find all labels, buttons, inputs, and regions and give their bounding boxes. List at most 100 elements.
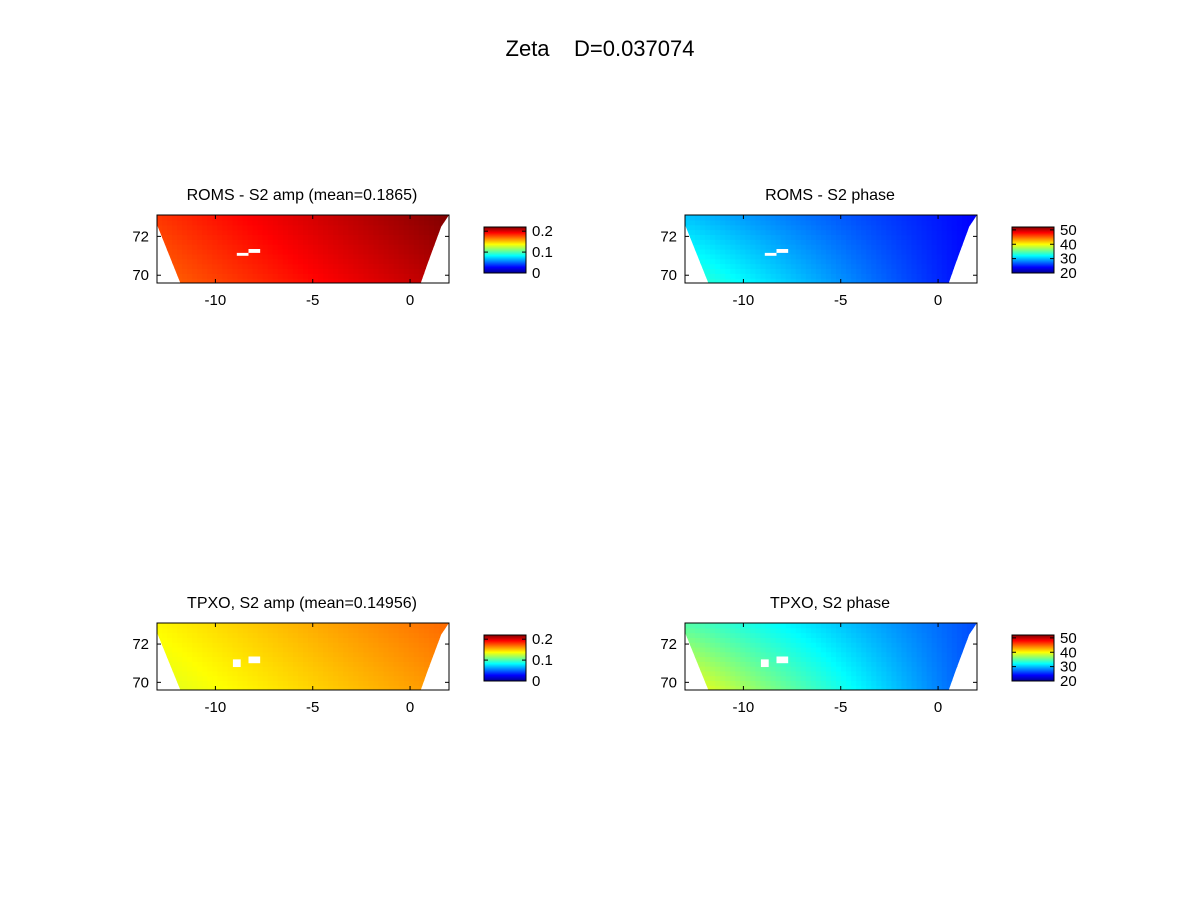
field-cell [876,651,882,658]
field-cell [916,239,923,245]
field-cell [730,623,736,629]
field-cell [916,263,923,270]
x-tick-label: -5 [834,292,847,309]
field-cell [277,229,284,236]
field-cell [795,675,802,682]
field-cell [162,229,168,236]
field-cell [730,680,736,686]
field-cell [413,229,420,236]
field-cell [795,263,802,270]
field-cell [750,632,757,638]
field-cell [217,234,224,240]
field-cell [710,651,716,658]
field-cell [398,627,405,634]
field-cell [292,234,299,240]
field-cell [398,244,405,250]
field-cell [303,229,309,236]
field-cell [866,627,872,634]
field-cell [408,219,415,226]
field-cell [785,219,792,226]
field-cell [297,239,304,245]
field-cell [690,253,696,260]
field-cell [222,685,229,690]
field-cell [851,244,857,250]
field-cell [217,219,224,226]
field-cell [790,244,797,250]
field-cell [956,229,963,236]
y-tick-label: 72 [660,228,677,245]
field-cell [272,656,279,662]
field-cell [695,224,701,231]
field-cell [242,258,249,265]
field-cell [820,249,827,255]
field-cell [313,637,319,643]
field-cell [921,646,928,653]
field-cell [267,219,274,226]
field-cell [921,278,928,283]
field-cell [820,234,827,240]
field-cell [941,229,948,236]
field-cell [388,244,395,250]
field-cell [705,229,711,236]
field-cell [720,278,726,283]
field-cell [785,632,792,638]
field-cell [841,229,847,236]
field-cell [297,244,304,250]
field-cell [418,268,425,274]
field-cell [810,278,817,283]
field-cell [795,632,802,638]
field-cell [272,623,279,629]
field-cell [192,642,198,648]
field-cell [705,253,711,260]
field-cell [428,656,435,662]
field-cell [333,253,339,260]
field-cell [906,234,913,240]
field-cell [846,278,852,283]
field-cell [961,215,968,221]
field-cell [182,263,188,270]
field-cell [388,675,395,682]
field-cell [197,229,203,236]
field-cell [247,646,254,653]
field-cell [871,273,877,279]
field-cell [770,651,777,658]
field-cell [841,234,847,240]
field-cell [267,263,274,270]
field-cell [287,249,294,255]
field-cell [157,215,163,221]
field-cell [956,632,963,638]
field-cell [720,627,726,634]
field-cell [896,244,903,250]
field-cell [348,685,354,690]
field-cell [157,637,163,643]
field-cell [237,627,244,634]
field-cell [715,244,721,250]
field-cell [232,623,239,629]
field-cell [177,637,183,643]
field-cell [343,224,349,231]
field-cell [267,268,274,274]
field-cell [881,215,887,221]
field-cell [750,627,757,634]
field-cell [217,278,224,283]
field-cell [308,215,314,221]
field-cell [297,637,304,643]
field-cell [775,224,782,231]
field-cell [172,253,178,260]
field-cell [775,244,782,250]
field-cell [197,263,203,270]
field-cell [257,273,264,279]
field-cell [428,670,435,677]
field-cell [815,627,822,634]
field-cell [378,258,385,265]
field-cell [207,239,213,245]
field-cell [881,273,887,279]
field-cell [157,646,163,653]
field-cell [871,219,877,226]
field-cell [282,627,289,634]
field-cell [745,661,752,667]
field-cell [740,651,747,658]
field-cell [252,670,259,677]
field-cell [710,680,716,686]
field-cell [846,642,852,648]
